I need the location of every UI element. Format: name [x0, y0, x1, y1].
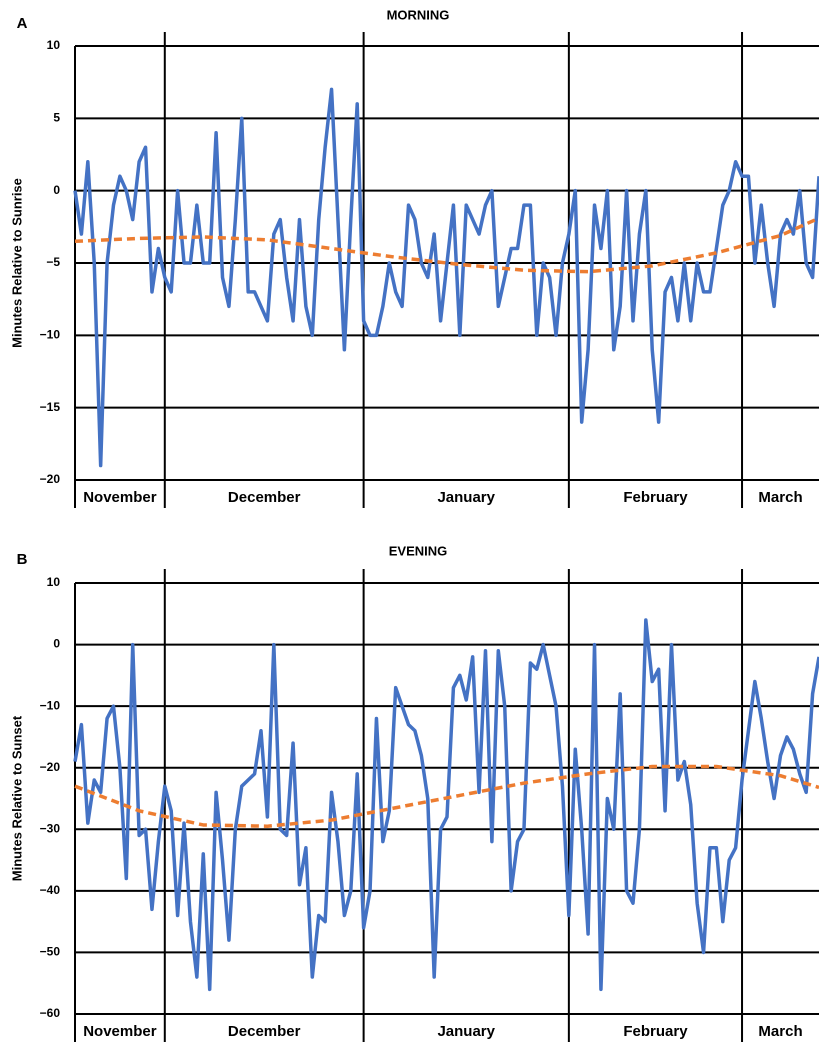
y-tick-label: 5 [53, 111, 60, 125]
panel-label: A [17, 15, 28, 32]
x-tick-label: March [758, 489, 802, 506]
y-tick-label: −20 [40, 472, 61, 486]
y-tick-label: 0 [53, 183, 60, 197]
x-tick-label: February [623, 489, 688, 506]
panel-label: B [17, 551, 28, 568]
x-tick-label: December [228, 489, 301, 506]
trend-line [74, 764, 819, 828]
y-tick-label: −30 [40, 821, 61, 835]
trend-line [74, 216, 819, 274]
y-tick-label: 10 [47, 575, 61, 589]
y-tick-label: −40 [40, 883, 61, 897]
x-tick-label: December [228, 1023, 301, 1040]
data-line [73, 618, 819, 992]
y-axis-label: Minutes Relative to Sunset [9, 715, 24, 881]
y-tick-label: 10 [47, 38, 61, 52]
x-tick-label: November [83, 489, 157, 506]
y-axis-label: Minutes Relative to Sunrise [9, 178, 24, 348]
x-tick-label: January [437, 1023, 495, 1040]
x-tick-label: January [437, 489, 495, 506]
y-tick-label: −15 [40, 400, 61, 414]
y-tick-label: −50 [40, 945, 61, 959]
y-tick-label: 0 [53, 637, 60, 651]
x-tick-label: March [758, 1023, 802, 1040]
y-tick-label: −10 [40, 328, 61, 342]
chart-title: MORNING [387, 7, 450, 22]
x-tick-label: February [623, 1023, 688, 1040]
y-tick-label: −10 [40, 698, 61, 712]
y-tick-label: −60 [40, 1006, 61, 1020]
chart-title: EVENING [389, 543, 448, 558]
y-tick-label: −20 [40, 760, 61, 774]
data-line [73, 87, 819, 468]
y-tick-label: −5 [46, 255, 60, 269]
x-tick-label: November [83, 1023, 157, 1040]
